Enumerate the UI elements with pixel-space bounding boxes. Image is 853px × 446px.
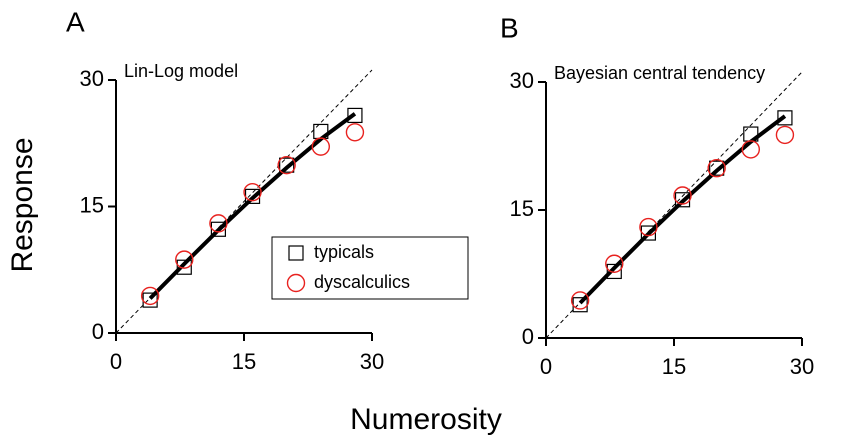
y-tick-label: 15 [80,192,104,217]
y-tick-label: 0 [522,324,534,349]
circle-marker [140,286,160,306]
annotation: Bayesian central tendency [554,63,765,83]
circle-marker [775,125,795,145]
circle-marker [570,291,590,310]
circle-marker [605,254,624,273]
circle-marker [243,182,262,202]
circle-marker [345,123,365,142]
circle-marker [673,186,692,205]
square-marker [606,263,622,280]
panel-title: A [66,6,85,37]
annotation: Lin-Log model [124,61,238,81]
y-axis-label: Response [6,137,39,272]
circle-marker [175,250,194,269]
identity-line [115,69,373,334]
circle-marker [707,158,726,178]
y-tick-label: 30 [80,66,104,91]
legend-circle [286,273,306,293]
legend-label: typicals [314,242,374,262]
x-tick-label: 15 [662,354,686,379]
y-tick-label: 15 [510,196,534,221]
panel-title: B [500,12,519,43]
circle-marker [209,214,228,233]
square-marker [279,157,295,173]
y-tick-label: 30 [510,68,534,93]
square-marker [777,110,793,126]
circle-marker [277,155,296,175]
x-tick-label: 0 [540,354,552,379]
y-tick-label: 0 [92,319,104,344]
legend-square [288,245,304,261]
square-marker [640,225,657,241]
legend-label: dyscalculics [314,272,410,292]
identity-line [545,71,803,339]
x-tick-label: 30 [360,349,384,374]
x-axis-label: Numerosity [350,403,502,436]
x-tick-label: 15 [232,349,256,374]
fit-line [578,114,787,305]
circle-marker [311,137,330,156]
circle-marker [639,217,658,237]
square-marker [176,259,192,275]
circle-marker [741,140,760,159]
x-tick-label: 0 [110,349,122,374]
x-tick-label: 30 [790,354,814,379]
square-marker [709,160,725,176]
square-marker [347,107,363,124]
legend-box [271,236,469,300]
